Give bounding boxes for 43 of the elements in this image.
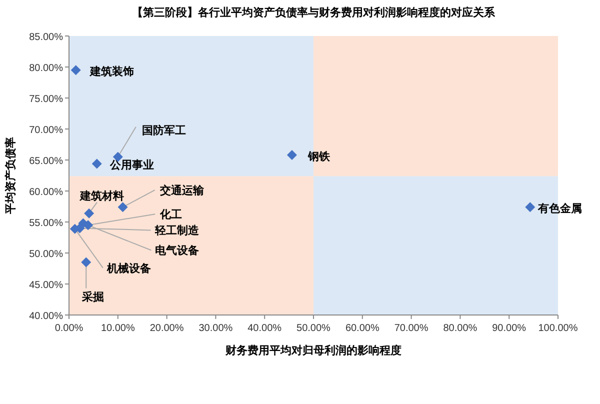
- annotation: 化工: [159, 208, 182, 222]
- x-tick-label: 10.00%: [100, 323, 135, 334]
- x-axis-title: 财务费用平均对归母利润的影响程度: [224, 344, 402, 357]
- x-tick-label: 30.00%: [198, 323, 233, 334]
- y-tick-label: 80.00%: [29, 63, 64, 74]
- x-tick-label: 0.00%: [54, 323, 84, 334]
- point: [525, 202, 536, 212]
- y-tick-label: 75.00%: [29, 94, 64, 105]
- x-tick-label: 40.00%: [248, 323, 282, 334]
- annotation: 钢铁: [306, 150, 331, 164]
- point: [84, 208, 94, 218]
- x-tick-label: 60.00%: [345, 323, 380, 334]
- annotation: 公用事业: [108, 158, 154, 172]
- y-tick-label: 85.00%: [29, 32, 64, 43]
- x-tick-label: 70.00%: [394, 323, 428, 334]
- annotation: 机械设备: [106, 262, 151, 275]
- y-tick-label: 60.00%: [29, 187, 64, 198]
- point: [118, 202, 128, 212]
- y-tick-label: 65.00%: [29, 156, 64, 167]
- y-tick-label: 55.00%: [29, 218, 64, 229]
- annotation: 电气设备: [155, 244, 200, 258]
- point: [92, 158, 102, 169]
- annotation: 有色金属: [537, 202, 582, 216]
- y-tick-label: 45.00%: [29, 280, 64, 291]
- annotation: 轻工制造: [154, 224, 200, 238]
- chart-title: 【第三阶段】各行业平均资产负债率与财务费用对利润影响程度的对应关系: [132, 6, 496, 19]
- y-tick-label: 70.00%: [29, 125, 64, 136]
- annotation: 采掘: [81, 290, 104, 304]
- y-tick-label: 40.00%: [29, 311, 64, 322]
- x-tick-label: 20.00%: [150, 323, 184, 334]
- x-tick-label: 100.00%: [538, 323, 578, 334]
- annotation: 交通运输: [158, 184, 205, 198]
- annotation: 建筑装饰: [88, 65, 134, 78]
- annotation: 建筑材料: [79, 189, 124, 202]
- point: [286, 150, 297, 160]
- annotation: 国防军工: [142, 124, 186, 137]
- point: [81, 257, 92, 268]
- point: [70, 65, 81, 76]
- y-axis-title: 平均资产负债率: [4, 137, 17, 215]
- x-tick-label: 50.00%: [296, 323, 331, 334]
- y-tick-label: 50.00%: [29, 249, 64, 260]
- x-tick-label: 80.00%: [443, 323, 478, 334]
- x-tick-label: 90.00%: [492, 323, 526, 334]
